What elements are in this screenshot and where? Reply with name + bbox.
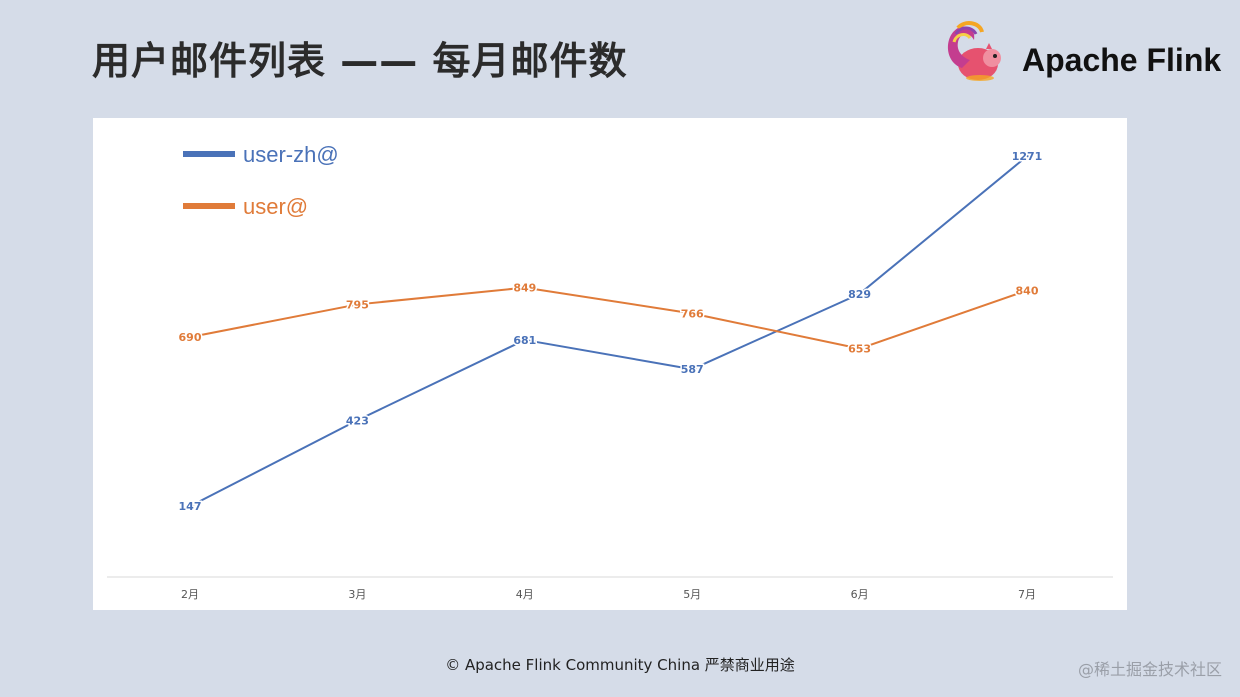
data-point <box>1025 154 1029 158</box>
data-label: 766 <box>681 307 704 320</box>
data-labels-layer: 147 423 681 587 829 1271 690 795 849 766 653 840 <box>177 149 1044 515</box>
data-label: 829 <box>848 288 871 301</box>
watermark: @稀土掘金技术社区 <box>1077 660 1222 679</box>
x-tick-label: 2月 <box>181 588 199 601</box>
data-point <box>690 367 694 371</box>
series-line-2 <box>189 286 1028 350</box>
data-point <box>858 292 862 296</box>
legend: user-zh@ user@ <box>183 142 339 219</box>
data-label: 849 <box>513 282 536 295</box>
x-tick-label: 4月 <box>516 588 534 601</box>
data-point <box>188 335 192 339</box>
data-label: 840 <box>1016 284 1039 297</box>
data-point <box>523 286 527 290</box>
data-label: 690 <box>179 331 202 344</box>
data-label: 1271 <box>1012 150 1043 163</box>
page-title: 用户邮件列表 —— 每月邮件数 <box>92 39 628 83</box>
footer-copyright: © Apache Flink Community China 严禁商业用途 <box>445 656 795 674</box>
data-label: 147 <box>179 500 202 513</box>
data-point <box>690 311 694 315</box>
data-label: 653 <box>848 343 871 356</box>
data-label: 587 <box>681 363 704 376</box>
data-label: 423 <box>346 414 369 427</box>
series-line-1 <box>189 155 1028 508</box>
x-tick-labels: 2月 3月 4月 5月 6月 7月 <box>181 588 1036 601</box>
brand: Apache Flink <box>940 18 1230 88</box>
x-tick-label: 6月 <box>851 588 869 601</box>
data-point <box>188 504 192 508</box>
x-tick-label: 7月 <box>1018 588 1036 601</box>
data-label: 795 <box>346 298 369 311</box>
data-point <box>858 347 862 351</box>
legend-label: user@ <box>243 194 308 219</box>
brand-name: Apache Flink <box>1022 42 1222 78</box>
series-layer <box>188 154 1029 508</box>
legend-label: user-zh@ <box>243 142 339 167</box>
data-label: 681 <box>513 334 536 347</box>
data-point <box>355 418 359 422</box>
x-tick-label: 5月 <box>683 588 701 601</box>
flink-squirrel-logo-icon <box>947 21 1001 81</box>
chart-svg: 147 423 681 587 829 1271 690 795 849 766 653 840 2月… <box>107 142 1113 601</box>
data-point <box>523 338 527 342</box>
data-point <box>1025 288 1029 292</box>
x-tick-label: 3月 <box>348 588 366 601</box>
line-chart: 147 423 681 587 829 1271 690 795 849 766 653 840 2月… <box>93 118 1127 610</box>
data-point <box>355 302 359 306</box>
